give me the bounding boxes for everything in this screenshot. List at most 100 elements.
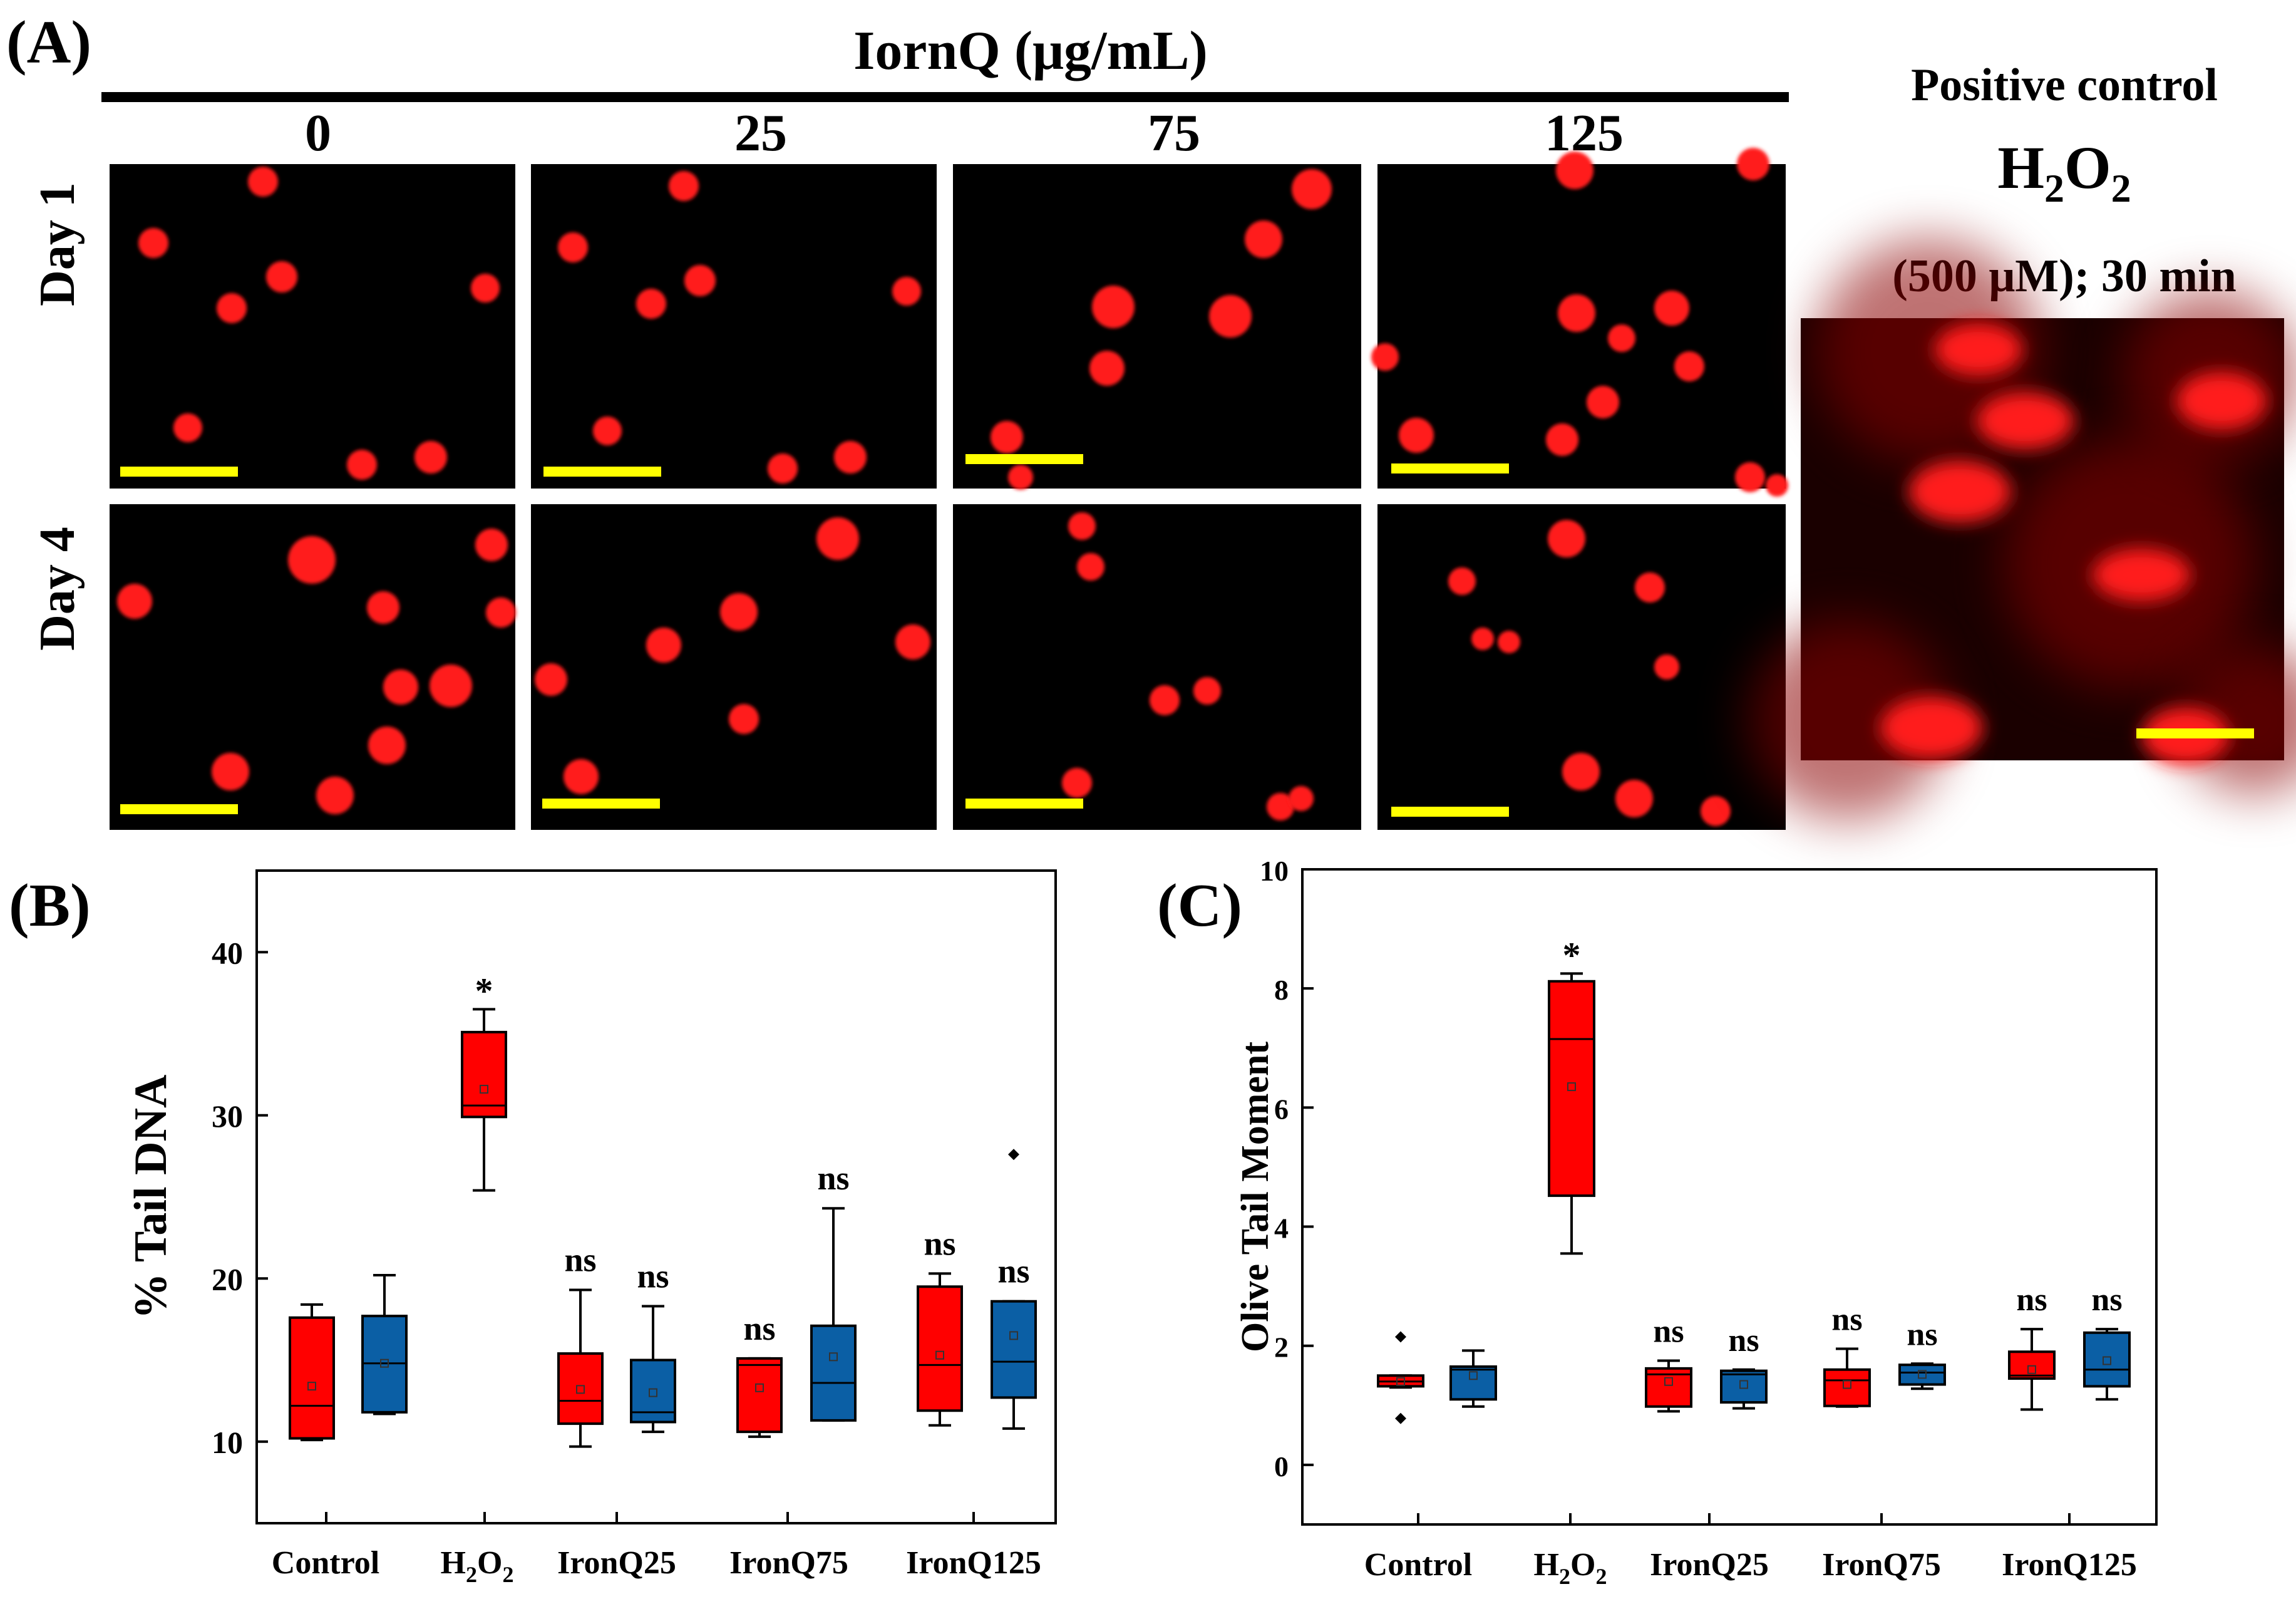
box-ironq25: ns (557, 1241, 604, 1448)
nucleus (816, 517, 859, 560)
box-h2o2: * (1548, 934, 1595, 1255)
y-axis-ticks: 0 2 4 6 8 10 (1260, 855, 1314, 1482)
micrograph-day4-75 (953, 504, 1361, 830)
positive-control-compound: H2O2 (1997, 134, 2131, 210)
iqr-box (289, 1316, 335, 1440)
x-label-control: Control (1364, 1547, 1472, 1583)
y-tick-label: 20 (212, 1261, 243, 1296)
nucleus (1654, 291, 1689, 326)
y-tick-label: 30 (212, 1099, 243, 1134)
scale-bar (2136, 728, 2254, 738)
y-tick-label: 8 (1274, 974, 1289, 1006)
comet-nucleus (1880, 696, 1983, 759)
micrograph-day1-75 (953, 164, 1361, 490)
significance-ns: ns (1831, 1301, 1862, 1337)
mean-marker (576, 1385, 585, 1394)
nucleus (895, 624, 930, 660)
micrograph-day1-25 (531, 164, 937, 489)
nuclei (1062, 512, 1314, 820)
y-tick-label: 2 (1274, 1332, 1289, 1363)
chart-c-plot: 0 2 4 6 8 10 * ns ns ns ns ns ns (1260, 855, 2131, 1524)
y-tick-label: 10 (1260, 855, 1289, 887)
x-axis-ticks (1417, 1513, 2071, 1524)
box-ironq125: ns (917, 1224, 963, 1427)
nucleus (1615, 780, 1653, 817)
nucleus (1558, 294, 1595, 332)
concentration-label-0: 0 (305, 104, 331, 162)
nucleus (117, 584, 152, 619)
panel-label-b: (B) (9, 872, 91, 939)
x-label-ironq25: IronQ25 (557, 1545, 676, 1581)
row-label-day-4: Day 4 (30, 527, 85, 651)
y-axis-ticks: 10 20 30 40 (212, 935, 268, 1460)
series-day-1: * ns ns ns (289, 970, 963, 1448)
series-day-1: * ns ns ns (1377, 934, 2056, 1424)
nucleus (1735, 462, 1765, 492)
box-ironq75: ns (1823, 1301, 1871, 1408)
panel-c: (C) Olive Tail Moment 0 2 4 6 8 10 * ns ns ns ns ns… (1157, 855, 2158, 1589)
nucleus (1209, 295, 1252, 338)
nucleus (684, 265, 716, 296)
nucleus (217, 293, 247, 323)
nucleus (1766, 474, 1788, 497)
y-tick-label: 4 (1274, 1213, 1289, 1244)
concentration-label-125: 125 (1545, 104, 1624, 162)
mean-marker (480, 1085, 488, 1094)
x-label-ironq125: IronQ125 (2002, 1547, 2137, 1583)
nucleus (564, 759, 599, 794)
nucleus (486, 598, 516, 628)
nucleus (1635, 572, 1665, 603)
micrograph-background (110, 164, 515, 489)
micrograph-day4-125 (1377, 504, 1786, 830)
chart-b-plot: 10 20 30 40 * ns ns ns ns ns ns (212, 935, 1037, 1523)
significance-ns: ns (1653, 1314, 1684, 1350)
box-ironq25: ns (630, 1258, 676, 1434)
nuclei (535, 517, 930, 794)
nucleus (1245, 220, 1282, 258)
box-ironq25: ns (1645, 1314, 1692, 1413)
nucleus (1292, 169, 1332, 209)
header-rule (101, 92, 1789, 102)
nuclei (991, 169, 1332, 490)
scale-bar (1391, 807, 1509, 817)
scale-bar (120, 804, 238, 814)
significance-ns: ns (2091, 1282, 2122, 1318)
outlier-point (1395, 1331, 1406, 1343)
concentration-labels: 0 25 75 125 (305, 104, 1624, 162)
nucleus (430, 665, 472, 707)
mean-marker (1009, 1331, 1018, 1340)
y-tick-label: 0 (1274, 1451, 1289, 1482)
nucleus (1548, 520, 1585, 557)
nucleus (768, 453, 798, 484)
nucleus (212, 753, 249, 790)
nucleus (558, 232, 588, 262)
iqr-box (736, 1357, 783, 1434)
mean-marker (307, 1382, 316, 1391)
nucleus (1267, 793, 1294, 820)
background-haze (1747, 620, 1947, 820)
mean-marker (380, 1358, 389, 1368)
nucleus (1546, 423, 1578, 456)
y-tick-label: 6 (1274, 1093, 1289, 1125)
panel-label-c: (C) (1157, 872, 1242, 939)
comet-nucleus (1908, 460, 2011, 523)
nuclei (138, 167, 500, 480)
nucleus (646, 628, 681, 663)
mean-marker (1843, 1380, 1851, 1389)
mean-marker (755, 1383, 764, 1392)
nucleus (1471, 628, 1494, 650)
mean-marker (1739, 1380, 1748, 1389)
significance-ns: ns (2016, 1282, 2047, 1318)
nuclei (1371, 148, 1788, 497)
chart-b-x-labels: Control H2O2 IronQ25 IronQ75 IronQ125 (272, 1545, 1041, 1587)
scale-bar (542, 799, 660, 809)
series-day-4: ns ns ns (1449, 1282, 2131, 1410)
nucleus (1674, 351, 1704, 381)
iqr-box (1898, 1363, 1946, 1386)
scale-bar (1391, 463, 1509, 473)
nucleus (1371, 343, 1399, 371)
chart-c-ylabel: Olive Tail Moment (1234, 1042, 1277, 1352)
nucleus (347, 450, 377, 480)
nucleus (892, 277, 921, 306)
mean-marker (1469, 1371, 1478, 1380)
